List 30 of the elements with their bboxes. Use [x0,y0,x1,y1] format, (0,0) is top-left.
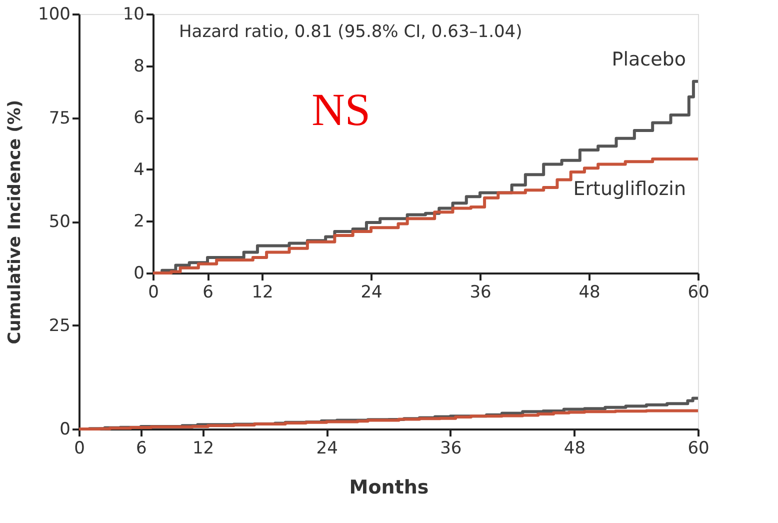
x-tick-label: 0 [74,438,85,458]
x-tick-label: 48 [578,282,600,302]
y-tick-label: 0 [60,420,70,440]
x-tick-label: 6 [202,282,214,302]
y-tick-label: 50 [48,212,70,232]
x-tick-label: 48 [564,438,586,458]
series-label: Ertugliflozin [573,178,686,200]
series-label: Placebo [612,48,686,70]
y-tick-label: 10 [122,4,144,24]
x-tick-label: 60 [688,438,710,458]
annotation: Hazard ratio, 0.81 (95.8% CI, 0.63–1.04) [179,22,522,42]
y-axis-title: Cumulative Incidence (%) [5,100,26,344]
y-tick-label: 100 [38,4,70,24]
x-tick-label: 0 [148,282,159,302]
y-tick-label: 0 [134,264,144,284]
y-tick-label: 6 [134,108,144,128]
x-tick-label: 24 [316,438,338,458]
x-axis-title: Months [349,476,429,498]
x-tick-label: 60 [688,282,710,302]
y-tick-label: 2 [134,212,144,232]
x-tick-label: 12 [192,438,214,458]
x-tick-label: 36 [440,438,462,458]
y-tick-label: 25 [48,316,70,336]
y-tick-label: 4 [134,160,144,180]
x-tick-label: 12 [252,282,274,302]
x-tick-label: 36 [470,282,492,302]
y-tick-label: 75 [48,108,70,128]
x-tick-label: 24 [360,282,382,302]
annotation: NS [312,84,370,135]
y-tick-label: 8 [134,56,144,76]
